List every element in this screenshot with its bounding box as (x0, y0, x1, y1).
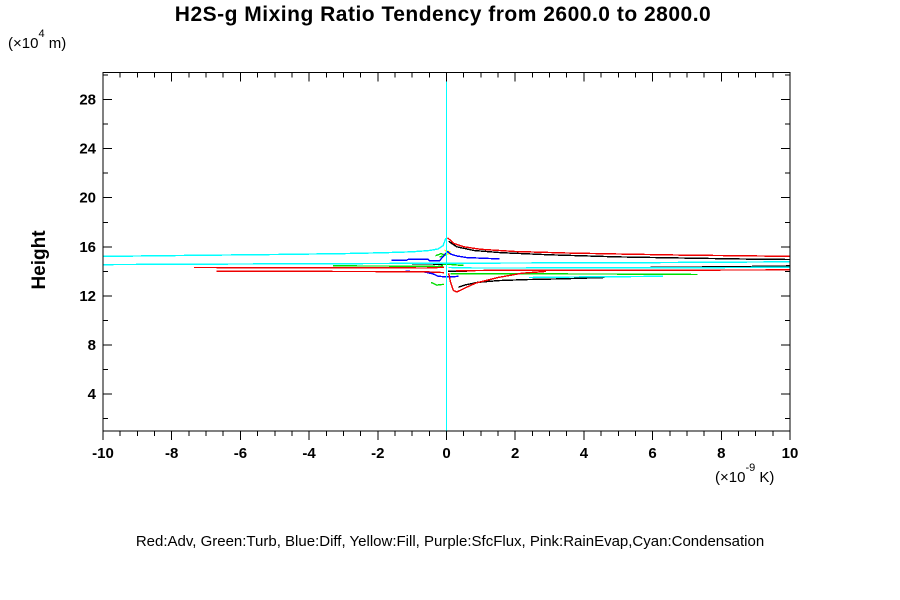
y-tick-label: 12 (79, 288, 96, 305)
series-Condensation-line (528, 275, 663, 279)
series-Adv-line (447, 270, 547, 293)
series-Black(unlabeled)-line (458, 276, 605, 288)
y-tick-label: 28 (79, 92, 96, 109)
series-Adv-line (193, 266, 444, 269)
series-Turb-line (435, 252, 446, 258)
x-tick-label: -10 (92, 445, 114, 462)
y-unit-prefix: (×10 (8, 35, 39, 52)
x-unit-prefix: (×10 (715, 469, 746, 486)
x-tick-label: -6 (234, 445, 247, 462)
y-unit-suffix: m) (44, 35, 67, 52)
series-Condensation-line (102, 237, 447, 258)
series-Turb-line (430, 281, 444, 286)
x-tick-label: 10 (782, 445, 799, 462)
x-unit-exponent: -9 (745, 462, 756, 474)
series-Turb-line (333, 264, 444, 268)
y-axis-unit-label: (×104 m) (8, 28, 67, 52)
x-tick-label: 8 (717, 445, 725, 462)
x-unit-suffix: K) (755, 469, 775, 486)
x-tick-label: -2 (371, 445, 384, 462)
y-tick-label: 20 (79, 190, 96, 207)
y-unit-exponent: 4 (38, 28, 45, 40)
x-tick-label: 0 (442, 445, 450, 462)
chart-title: H2S-g Mixing Ratio Tendency from 2600.0 … (174, 3, 712, 26)
series-Turb-line (450, 272, 698, 276)
x-axis-unit-label: (×10-9 K) (715, 462, 775, 486)
series-Adv-line (216, 270, 444, 274)
y-tick-label: 8 (88, 337, 96, 354)
series-Diff-line (391, 250, 500, 262)
y-tick-label: 4 (88, 386, 97, 403)
series-Adv-line (456, 269, 791, 272)
series-Condensation-line (102, 261, 791, 266)
series-Adv-line (447, 237, 791, 258)
x-tick-label: 6 (648, 445, 656, 462)
series-Condensation-line (448, 266, 791, 269)
y-tick-label: 16 (79, 239, 96, 256)
series-Black(unlabeled)-line (448, 240, 791, 261)
x-tick-label: 2 (511, 445, 519, 462)
y-tick-label: 24 (79, 141, 96, 158)
legend: Red:Adv, Green:Turb, Blue:Diff, Yellow:F… (135, 533, 765, 550)
x-tick-label: -8 (165, 445, 178, 462)
x-tick-label: -4 (302, 445, 316, 462)
x-tick-label: 4 (580, 445, 589, 462)
